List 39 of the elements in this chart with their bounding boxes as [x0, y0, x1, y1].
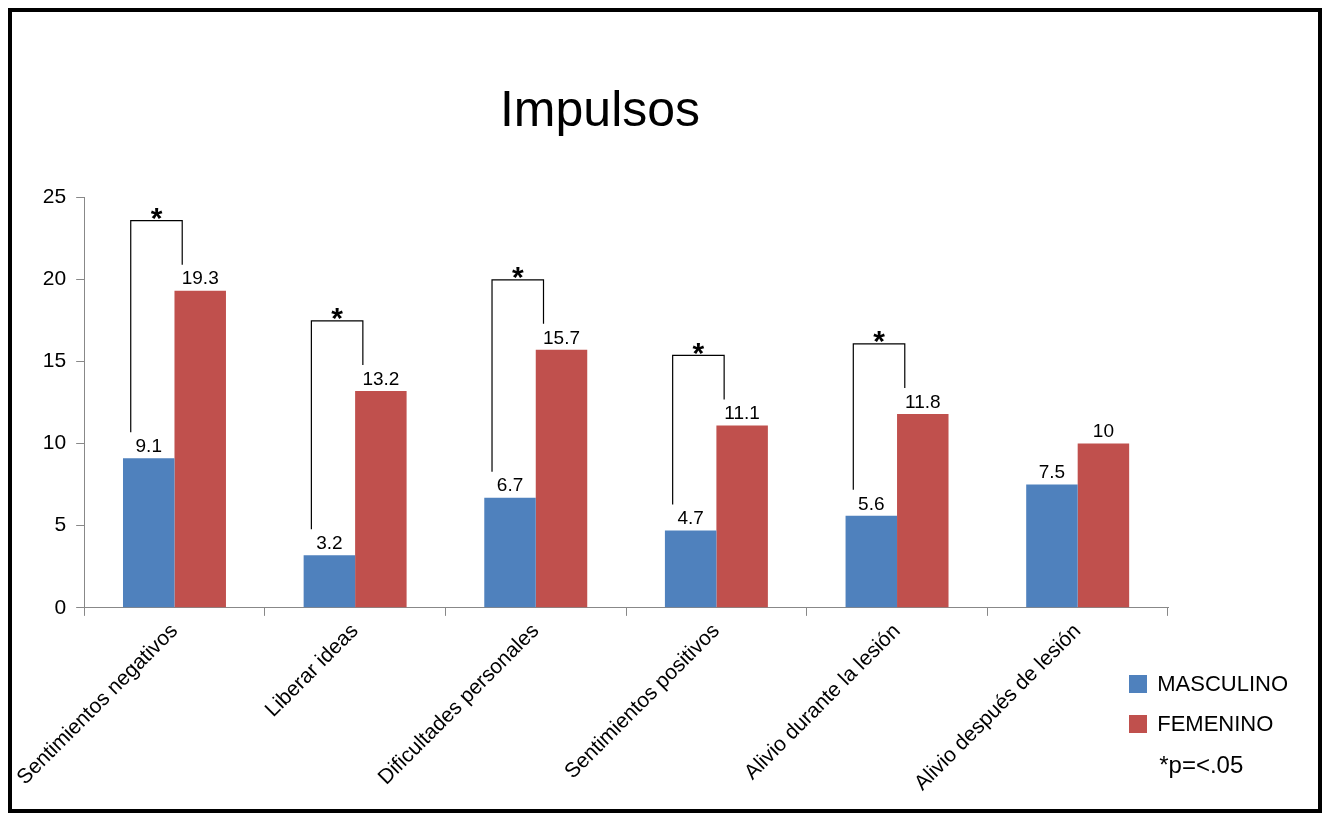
y-tick-label: 15: [42, 348, 67, 372]
data-label: 5.6: [858, 492, 885, 514]
bar: [1026, 484, 1078, 608]
bar: [174, 290, 226, 608]
bar: [303, 555, 356, 608]
bar: [355, 390, 407, 608]
y-tick-label: 25: [42, 183, 67, 207]
legend-label: MASCULINO: [1157, 671, 1288, 697]
data-label: 6.7: [496, 474, 524, 496]
data-label: 10: [1092, 420, 1114, 442]
y-tick-label: 10: [42, 430, 67, 454]
data-label: 11.8: [904, 390, 941, 412]
y-tick-label: 20: [42, 265, 67, 289]
data-label: 11.1: [724, 402, 760, 424]
legend-label: FEMENINO: [1157, 711, 1274, 737]
y-tick-label: 5: [54, 512, 67, 536]
data-label: 19.3: [181, 267, 219, 289]
data-label: 4.7: [677, 507, 704, 529]
annotation: *: [511, 260, 524, 294]
bar: [845, 515, 898, 608]
text: *p=<.05: [1159, 751, 1245, 779]
y-tick-label: 0: [54, 594, 67, 618]
annotation: *: [692, 335, 705, 369]
data-label: 15.7: [543, 326, 580, 348]
data-label: 9.1: [135, 435, 162, 457]
annotation: *: [331, 301, 344, 335]
data-label: 13.2: [362, 367, 400, 389]
annotation: *: [150, 200, 163, 234]
bar: [123, 458, 175, 608]
data-label: 3.2: [316, 532, 343, 554]
bar: [664, 530, 717, 608]
bar: [484, 497, 536, 608]
bar: [1077, 443, 1130, 608]
data-label: 7.5: [1038, 461, 1066, 483]
annotation: *: [873, 324, 886, 358]
bar: [716, 425, 768, 608]
chart-title: Impulsos: [499, 80, 701, 137]
bar: [535, 349, 588, 608]
bar: [897, 413, 949, 608]
